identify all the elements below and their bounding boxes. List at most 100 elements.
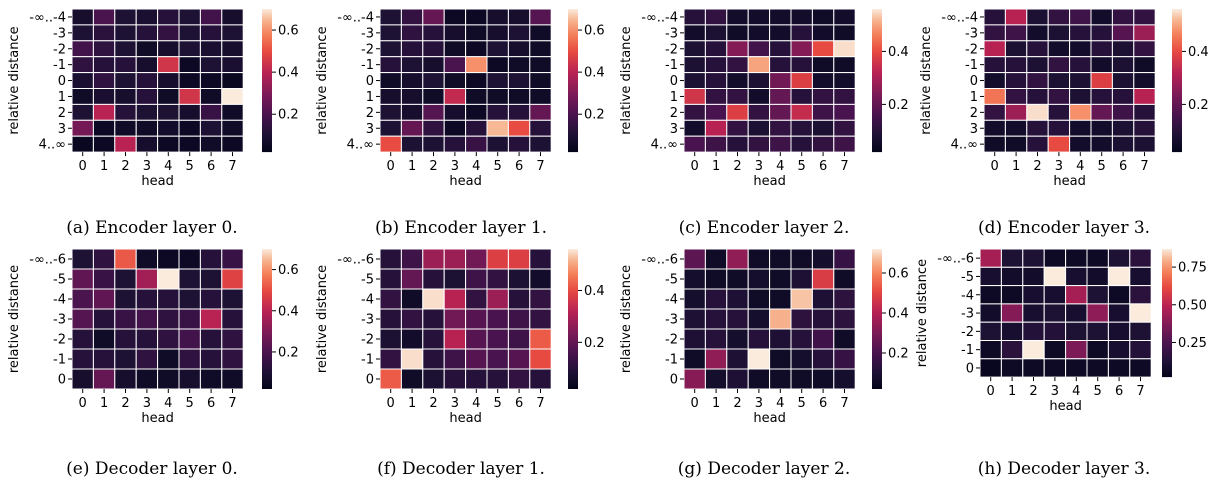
x-tick-label: 1: [712, 396, 720, 411]
colorbar-tick-label: 0.6: [584, 24, 605, 39]
heatmap-cell: [1065, 248, 1088, 268]
x-tick-label: 4: [776, 159, 784, 174]
x-tick-label: 2: [429, 159, 437, 174]
heatmap-cell: [1086, 358, 1109, 378]
heatmap-cell: [1133, 135, 1156, 153]
y-tick-label: 2: [366, 106, 374, 121]
heatmap-cell: [1107, 303, 1131, 323]
colorbar-tick-label: 0.6: [278, 24, 299, 39]
x-tick-label: 0: [691, 396, 699, 411]
heatmap-cell: [1043, 340, 1067, 360]
heatmap-cell: [1107, 340, 1131, 360]
x-axis-title: head: [1053, 174, 1085, 189]
y-tick-label: -1: [665, 353, 678, 368]
heatmap-cell: [1129, 266, 1152, 287]
heatmap-cell: [1129, 303, 1152, 323]
heatmap-cell: [1129, 321, 1152, 342]
y-axis-title: relative distance: [619, 265, 634, 373]
x-tick-label: 2: [121, 159, 129, 174]
x-tick-label: 0: [387, 159, 395, 174]
y-tick-label: -2: [665, 333, 678, 348]
y-tick-label: -5: [961, 270, 974, 285]
y-tick-label: -3: [361, 26, 374, 41]
x-tick-label: 5: [1098, 159, 1106, 174]
x-tick-label: 5: [1094, 384, 1102, 399]
y-tick-label: -1: [961, 343, 974, 358]
heatmap-cell: [1000, 303, 1024, 323]
heatmap-cell: [1043, 303, 1067, 323]
colorbar-tick-label: 0.2: [888, 98, 909, 113]
heatmap-cell: [1043, 358, 1067, 378]
heatmap-cell: [1086, 248, 1109, 268]
x-tick-label: 7: [840, 159, 848, 174]
y-tick-label: 1: [58, 90, 66, 105]
heatmap-cell: [1000, 340, 1024, 360]
heatmap-cell: [1022, 340, 1045, 360]
heatmap-cell: [1086, 321, 1109, 342]
heatmap-cell: [221, 135, 244, 153]
panel-caption: (g) Decoder layer 2.: [677, 459, 851, 479]
panel-caption: (h) Decoder layer 3.: [977, 459, 1151, 479]
y-tick-label: -2: [53, 333, 66, 348]
panel-caption: (a) Encoder layer 0.: [66, 218, 238, 238]
y-axis-title: relative distance: [315, 26, 330, 134]
heatmap-cell: [1022, 248, 1045, 268]
heatmap-cell: [979, 266, 1002, 287]
x-tick-label: 7: [840, 396, 848, 411]
x-tick-label: 0: [691, 159, 699, 174]
colorbar-tick-label: 0.2: [584, 336, 605, 351]
y-axis-title: relative distance: [919, 26, 934, 134]
colorbar-tick-label: 0.25: [1178, 336, 1207, 351]
x-tick-label: 0: [387, 396, 395, 411]
y-tick-label: 0: [58, 74, 66, 89]
heatmap-cell: [979, 358, 1002, 378]
y-tick-label: -∞..-6: [29, 253, 66, 268]
heatmap-cell: [1065, 358, 1088, 378]
x-tick-label: 4: [472, 396, 480, 411]
panel-caption: (f) Decoder layer 1.: [377, 459, 545, 479]
y-tick-label: 1: [670, 90, 678, 105]
heatmap-cell: [1043, 321, 1067, 342]
y-tick-label: -∞..-4: [641, 10, 678, 25]
colorbar: [568, 249, 578, 389]
y-tick-label: 2: [970, 106, 978, 121]
x-tick-label: 2: [1033, 159, 1041, 174]
x-tick-label: 2: [733, 396, 741, 411]
heatmap-cell: [1129, 358, 1152, 378]
y-tick-label: -∞..-6: [641, 253, 678, 268]
y-tick-label: 4..∞: [347, 138, 374, 153]
heatmap-cell: [1107, 248, 1131, 268]
x-tick-label: 1: [408, 159, 416, 174]
colorbar: [872, 9, 882, 153]
x-tick-label: 0: [79, 396, 87, 411]
x-tick-label: 5: [798, 396, 806, 411]
heatmap-cell: [1043, 285, 1067, 305]
y-tick-label: -2: [361, 333, 374, 348]
heatmap-cell: [1022, 303, 1045, 323]
y-tick-label: -5: [53, 273, 66, 288]
y-tick-label: -3: [961, 307, 974, 322]
y-tick-label: -∞..-4: [337, 10, 374, 25]
x-tick-label: 4: [1076, 159, 1084, 174]
panel-caption: (e) Decoder layer 0.: [66, 459, 238, 479]
y-tick-label: 0: [970, 74, 978, 89]
heatmap-cell: [1129, 340, 1152, 360]
y-axis-title: relative distance: [315, 265, 330, 373]
y-tick-label: -1: [53, 58, 66, 73]
y-tick-label: 0: [58, 373, 66, 388]
x-axis-title: head: [141, 411, 173, 426]
x-tick-label: 3: [755, 159, 763, 174]
y-tick-label: 2: [670, 106, 678, 121]
x-tick-label: 3: [451, 159, 459, 174]
x-tick-label: 2: [121, 396, 129, 411]
x-tick-label: 3: [143, 159, 151, 174]
x-tick-label: 0: [987, 384, 995, 399]
y-tick-label: -1: [361, 353, 374, 368]
